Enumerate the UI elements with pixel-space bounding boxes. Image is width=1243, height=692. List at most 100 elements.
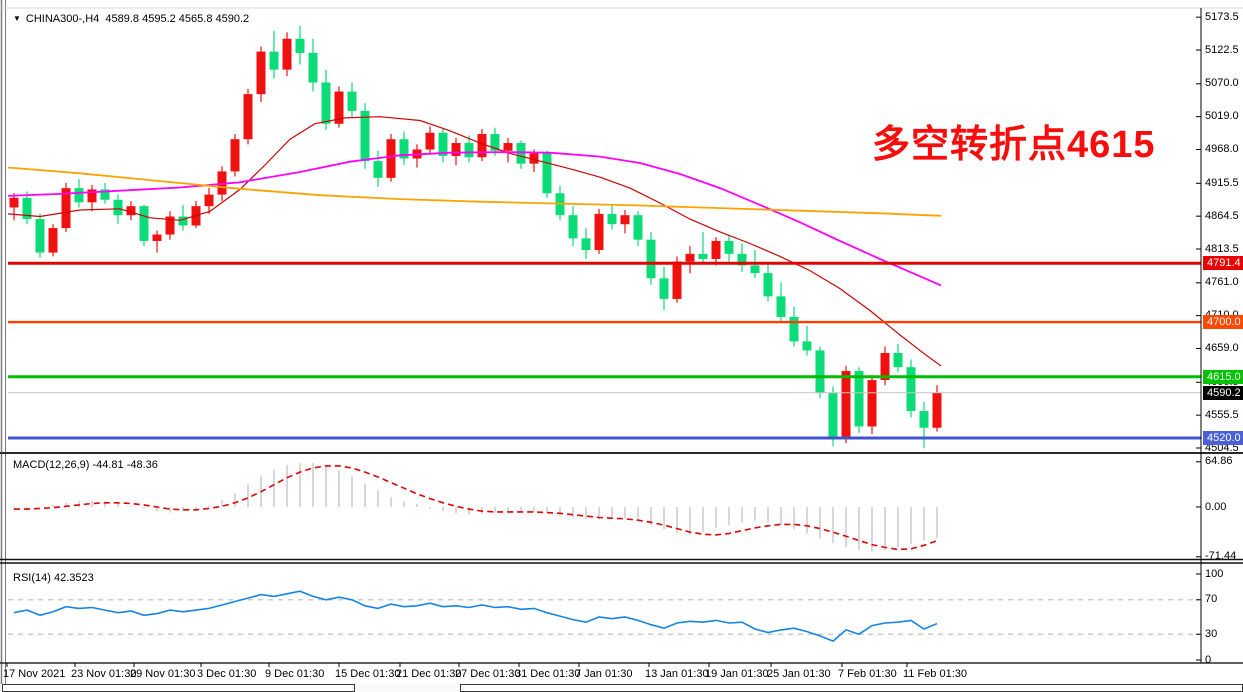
- text-annotation[interactable]: 多空转折点4615: [872, 124, 1156, 166]
- candle-body: [451, 143, 461, 156]
- candle-body: [594, 213, 604, 250]
- rsi-tick-label: 30: [1205, 627, 1218, 640]
- candle-body: [633, 215, 643, 240]
- candle-body: [919, 410, 929, 428]
- candle-body: [373, 161, 383, 178]
- date-label: 17 Nov 2021: [3, 668, 66, 680]
- candle-body: [763, 273, 773, 297]
- candle-body: [139, 206, 149, 241]
- rsi-tick-label: 0: [1205, 653, 1212, 666]
- candle-body: [87, 189, 97, 203]
- candle-body: [724, 240, 734, 254]
- date-label: 9 Dec 01:30: [265, 668, 325, 680]
- candle-body: [815, 350, 825, 393]
- date-label: 19 Jan 01:30: [705, 668, 769, 680]
- candle-body: [568, 215, 578, 239]
- price-tick-label: 5173.5: [1205, 10, 1239, 23]
- date-label: 7 Jan 01:30: [575, 668, 633, 680]
- candle-body: [932, 392, 942, 428]
- candle-body: [711, 240, 721, 259]
- date-label: 7 Feb 01:30: [838, 668, 897, 680]
- candle-body: [477, 134, 487, 158]
- candle-body: [425, 132, 435, 150]
- scrollbar-thumb[interactable]: [460, 684, 1243, 692]
- rsi-tick-label: 70: [1205, 593, 1218, 606]
- candle-body: [841, 371, 851, 439]
- candle-body: [100, 189, 110, 200]
- candle-body: [22, 197, 32, 220]
- symbol-name: CHINA300-,H4: [25, 13, 100, 25]
- candle-body: [295, 38, 305, 53]
- candle-body: [399, 139, 409, 159]
- rsi-line: [13, 590, 938, 643]
- macd-indicator-label: MACD(12,26,9) -44.81 -48.36: [13, 459, 158, 471]
- candle-body: [48, 228, 58, 253]
- date-label: 23 Nov 01:30: [71, 668, 137, 680]
- candle-body: [737, 253, 747, 266]
- candle-body: [178, 216, 188, 226]
- candle-body: [74, 188, 84, 203]
- date-label: 27 Dec 01:30: [455, 668, 521, 680]
- candle-body: [607, 213, 617, 225]
- candle-body: [9, 197, 19, 208]
- candle-body: [529, 153, 539, 164]
- candle-body: [321, 82, 331, 124]
- scrollbar-left-segment[interactable]: [2, 684, 355, 692]
- price-label-4615.0: 4615.0: [1203, 369, 1243, 384]
- candle-body: [906, 367, 916, 411]
- candle-body: [490, 134, 500, 151]
- date-label: 13 Jan 01:30: [645, 668, 709, 680]
- candle-body: [776, 296, 786, 317]
- collapse-arrow-icon[interactable]: ▼: [13, 14, 21, 23]
- price-tick-label: 5019.0: [1205, 110, 1239, 123]
- price-label-4791.4: 4791.4: [1203, 256, 1243, 271]
- candle-body: [867, 380, 877, 427]
- candle-body: [659, 278, 669, 299]
- candle-body: [893, 353, 903, 368]
- candle-body: [308, 52, 318, 83]
- price-label-4700.0: 4700.0: [1203, 315, 1243, 330]
- candle-body: [243, 94, 253, 140]
- symbol-ohlc-label: ▼ CHINA300-,H4 4589.8 4595.2 4565.8 4590.…: [13, 13, 249, 25]
- rsi-indicator-label: RSI(14) 42.3523: [13, 572, 94, 584]
- candle-body: [854, 371, 864, 427]
- candle-body: [828, 392, 838, 439]
- candle-body: [152, 234, 162, 241]
- candle-body: [503, 143, 513, 151]
- price-tick-label: 4915.5: [1205, 176, 1239, 189]
- candle-body: [646, 239, 656, 279]
- candle-body: [334, 91, 344, 124]
- candle-body: [620, 215, 630, 225]
- date-label: 15 Dec 01:30: [335, 668, 401, 680]
- candle-body: [165, 216, 175, 235]
- candle-body: [750, 265, 760, 274]
- macd-tick-label: 0.00: [1205, 500, 1227, 513]
- candle-body: [113, 199, 123, 216]
- macd-tick-label: 64.86: [1205, 455, 1233, 468]
- candle-body: [802, 341, 812, 351]
- candle-body: [230, 139, 240, 172]
- price-tick-label: 4659.0: [1205, 342, 1239, 354]
- candle-body: [386, 139, 396, 178]
- price-tick-label: 5122.5: [1205, 43, 1239, 56]
- price-tick-label: 4555.5: [1205, 408, 1239, 421]
- candle-body: [256, 51, 266, 95]
- price-tick-label: 4864.5: [1205, 209, 1239, 222]
- macd-tick-label: -71.44: [1205, 550, 1237, 563]
- candle-body: [126, 206, 136, 216]
- candle-body: [672, 261, 682, 299]
- candle-body: [464, 143, 474, 158]
- price-tick-label: 4813.5: [1205, 242, 1239, 255]
- horizontal-scrollbar[interactable]: [0, 684, 1243, 692]
- date-label: 3 Dec 01:30: [197, 668, 257, 680]
- date-label: 21 Dec 01:30: [396, 668, 462, 680]
- candle-body: [685, 253, 695, 262]
- candle-body: [438, 132, 448, 156]
- candle-body: [880, 353, 890, 381]
- candle-body: [542, 153, 552, 194]
- price-label-4590.2: 4590.2: [1203, 385, 1243, 400]
- price-tick-label: 4761.0: [1205, 276, 1239, 289]
- macd-signal-line: [14, 465, 938, 551]
